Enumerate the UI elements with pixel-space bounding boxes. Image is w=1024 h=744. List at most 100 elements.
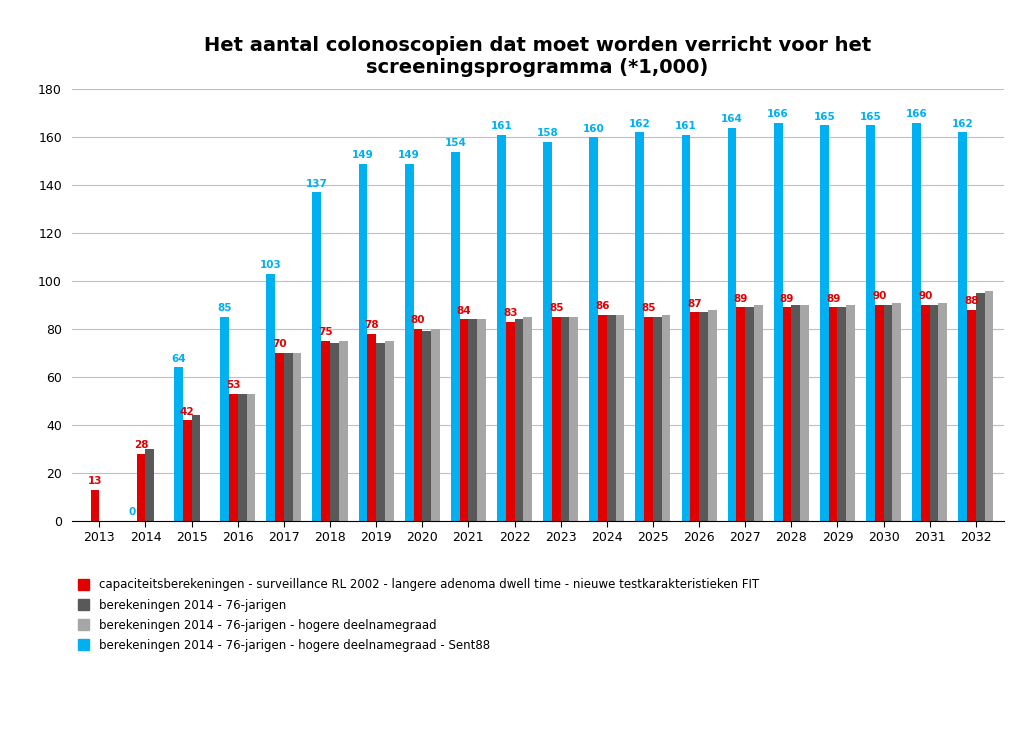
Bar — [569, 317, 579, 521]
Bar — [800, 305, 809, 521]
Bar — [967, 310, 976, 521]
Text: 83: 83 — [503, 308, 517, 318]
Text: 84: 84 — [457, 306, 471, 315]
Text: 149: 149 — [398, 150, 420, 160]
Bar — [376, 344, 385, 521]
Bar — [884, 305, 892, 521]
Text: 161: 161 — [490, 121, 512, 131]
Bar — [90, 490, 99, 521]
Bar — [422, 331, 431, 521]
Bar — [921, 305, 930, 521]
Text: 86: 86 — [595, 301, 609, 311]
Bar — [514, 319, 523, 521]
Bar — [543, 142, 552, 521]
Bar — [523, 317, 532, 521]
Bar — [774, 123, 782, 521]
Text: 161: 161 — [675, 121, 696, 131]
Text: 85: 85 — [217, 304, 231, 313]
Bar — [266, 274, 275, 521]
Text: 70: 70 — [272, 339, 287, 350]
Text: 53: 53 — [226, 380, 241, 390]
Bar — [598, 315, 607, 521]
Bar — [820, 125, 828, 521]
Text: 28: 28 — [134, 440, 148, 450]
Bar — [385, 341, 393, 521]
Text: 137: 137 — [306, 179, 328, 189]
Bar — [828, 307, 838, 521]
Bar — [708, 310, 717, 521]
Bar — [782, 307, 792, 521]
Text: 85: 85 — [549, 304, 563, 313]
Bar — [958, 132, 967, 521]
Bar — [330, 344, 339, 521]
Text: 89: 89 — [733, 294, 748, 304]
Bar — [322, 341, 330, 521]
Text: 78: 78 — [365, 320, 379, 330]
Bar — [662, 315, 671, 521]
Bar — [312, 193, 322, 521]
Text: 0: 0 — [129, 507, 136, 517]
Text: 162: 162 — [629, 119, 650, 129]
Bar — [644, 317, 653, 521]
Bar — [229, 394, 238, 521]
Bar — [174, 368, 183, 521]
Bar — [636, 132, 644, 521]
Bar — [736, 307, 745, 521]
Bar — [238, 394, 247, 521]
Text: 149: 149 — [352, 150, 374, 160]
Bar — [247, 394, 255, 521]
Bar — [275, 353, 284, 521]
Text: 158: 158 — [537, 129, 558, 138]
Bar — [460, 319, 468, 521]
Text: 160: 160 — [583, 124, 604, 134]
Text: 90: 90 — [872, 292, 887, 301]
Text: 75: 75 — [318, 327, 333, 337]
Bar — [653, 317, 662, 521]
Bar — [690, 312, 699, 521]
Bar — [615, 315, 625, 521]
Bar — [358, 164, 368, 521]
Bar — [792, 305, 800, 521]
Text: 87: 87 — [687, 298, 702, 309]
Text: 164: 164 — [721, 114, 743, 124]
Text: 85: 85 — [641, 304, 655, 313]
Bar — [477, 319, 486, 521]
Text: 165: 165 — [859, 112, 882, 121]
Bar — [589, 137, 598, 521]
Bar — [846, 305, 855, 521]
Text: 64: 64 — [171, 354, 185, 364]
Bar — [561, 317, 569, 521]
Bar — [293, 353, 301, 521]
Text: 13: 13 — [88, 476, 102, 486]
Text: 162: 162 — [952, 119, 974, 129]
Bar — [404, 164, 414, 521]
Bar — [137, 454, 145, 521]
Bar — [451, 152, 460, 521]
Text: 103: 103 — [260, 260, 282, 270]
Text: 166: 166 — [767, 109, 790, 119]
Bar — [976, 293, 985, 521]
Bar — [892, 303, 901, 521]
Text: 88: 88 — [965, 296, 979, 307]
Legend: capaciteitsberekeningen - surveillance RL 2002 - langere adenoma dwell time - ni: capaciteitsberekeningen - surveillance R… — [78, 579, 759, 652]
Text: 89: 89 — [779, 294, 795, 304]
Bar — [938, 303, 947, 521]
Text: 154: 154 — [444, 138, 466, 148]
Bar — [414, 329, 422, 521]
Bar — [145, 449, 155, 521]
Text: 90: 90 — [919, 292, 933, 301]
Bar — [506, 322, 514, 521]
Text: 165: 165 — [813, 112, 836, 121]
Bar — [754, 305, 763, 521]
Bar — [874, 305, 884, 521]
Bar — [284, 353, 293, 521]
Bar — [838, 307, 846, 521]
Bar — [682, 135, 690, 521]
Bar — [930, 305, 938, 521]
Bar — [468, 319, 477, 521]
Bar — [866, 125, 874, 521]
Bar — [552, 317, 561, 521]
Bar — [745, 307, 754, 521]
Bar — [497, 135, 506, 521]
Bar — [368, 334, 376, 521]
